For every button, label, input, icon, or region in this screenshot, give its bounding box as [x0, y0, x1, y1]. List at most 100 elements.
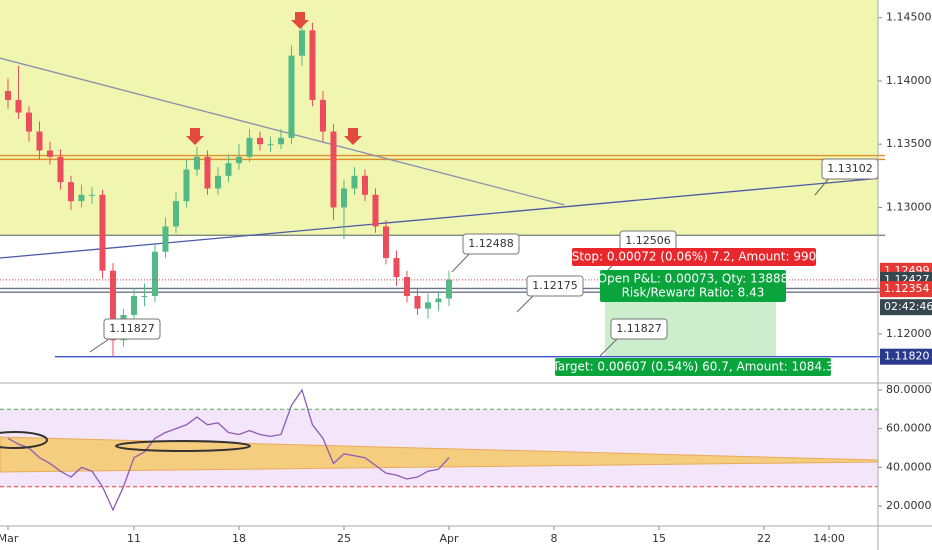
countdown-box	[880, 299, 932, 316]
callout-label: 1.13102	[827, 162, 873, 175]
candle-body	[435, 298, 442, 303]
x-tick-label: 11	[127, 532, 141, 545]
x-tick-label: 15	[652, 532, 666, 545]
callout-box	[462, 233, 520, 255]
callout-box	[103, 318, 161, 340]
callout-label: 1.11827	[109, 322, 155, 335]
x-tick-label: Apr	[439, 532, 459, 545]
pnl-box	[600, 270, 786, 302]
callout-pointer	[814, 176, 831, 196]
candle-body	[193, 156, 200, 170]
candle-body	[403, 277, 410, 296]
candle-body	[162, 226, 169, 252]
candle-body	[25, 112, 32, 132]
y-tick-label: 1.14000	[886, 74, 932, 87]
candle-body	[319, 99, 326, 132]
trend-line	[0, 57, 565, 206]
callout-box	[821, 158, 879, 180]
candle-body	[36, 131, 43, 151]
x-tick-label: 25	[337, 532, 351, 545]
target-label: Target: 0.00607 (0.54%) 60.7, Amount: 10…	[551, 360, 833, 374]
price-pane: 1.14500 1.14000 1.13500 1.13000 1.12000	[0, 0, 932, 358]
candle-body	[88, 194, 95, 196]
marker-arrow	[186, 128, 204, 145]
candle-body	[99, 194, 106, 271]
rsi-line	[7, 388, 450, 512]
y-tick-label: 1.13500	[886, 137, 932, 150]
candle-body	[351, 175, 358, 189]
candle-body	[424, 302, 431, 309]
candle-body	[393, 258, 400, 278]
stop-label: Stop: 0.00072 (0.06%) 7.2, Amount: 990	[572, 250, 817, 264]
candle-body	[141, 295, 148, 297]
trend-line	[0, 177, 879, 259]
callout-label: 1.11827	[616, 322, 662, 335]
risk-reward-label: Risk/Reward Ratio: 8.43	[622, 286, 765, 300]
callout-label: 1.12488	[468, 237, 514, 250]
candle-body	[67, 182, 74, 202]
x-tick-label: 8	[550, 532, 557, 545]
rsi-circle	[0, 431, 48, 449]
candle-body	[130, 295, 137, 315]
candle-body	[172, 201, 179, 227]
callout-box	[610, 318, 668, 340]
rsi-tick-label: 40.0000	[886, 460, 932, 473]
candle-body	[267, 144, 274, 146]
callout-pointer	[516, 293, 536, 313]
price-tag	[880, 348, 932, 365]
candle-body	[361, 175, 368, 195]
price-tag-label: 1.11820	[884, 350, 930, 363]
candle-body	[372, 194, 379, 227]
pnl-label: Open P&L: 0.00073, Qty: 13888	[598, 272, 789, 286]
candle-body	[298, 30, 305, 56]
candle-body	[235, 156, 242, 164]
y-tick-label: 1.12000	[886, 327, 932, 340]
candle-body	[309, 30, 316, 100]
marker-arrow	[291, 12, 309, 29]
countdown: 02:42:46	[884, 300, 932, 313]
rsi-pane: 80.0000 60.0000 40.0000 20.0000 Mar 11 18 25 Apr…	[0, 383, 932, 545]
price-tag	[880, 281, 932, 298]
candle-body	[414, 295, 421, 309]
candle-body	[225, 163, 232, 176]
candle-body	[277, 137, 284, 145]
candle-body	[288, 55, 295, 138]
marker-arrow	[344, 128, 362, 145]
callout-box	[526, 275, 584, 297]
x-tick-label: 22	[757, 532, 771, 545]
stop-label-box	[572, 248, 816, 266]
rsi-tick-label: 60.0000	[886, 422, 932, 435]
callout-label: 1.12175	[532, 279, 578, 292]
candle-body	[204, 156, 211, 189]
candle-body	[109, 270, 116, 341]
candle-body	[4, 91, 11, 100]
candle-body	[246, 137, 253, 157]
candle-body	[214, 175, 221, 189]
candle-body	[78, 194, 85, 202]
candle-body	[151, 251, 158, 296]
callout-pointer	[451, 251, 472, 273]
x-tick-label: Mar	[0, 532, 19, 545]
candle-body	[15, 99, 22, 113]
rsi-tick-label: 80.0000	[886, 383, 932, 396]
candle-body	[340, 188, 347, 208]
price-tag-label: 1.12354	[884, 282, 930, 295]
x-tick-label: 18	[232, 532, 246, 545]
candle-body	[382, 226, 389, 259]
candle-body	[330, 131, 337, 208]
rsi-circle	[115, 440, 251, 452]
callout-pointer	[599, 336, 620, 357]
candle-body	[445, 279, 452, 299]
callout-label: 1.12506	[625, 234, 671, 247]
target-label-box	[555, 358, 831, 376]
candle-body	[183, 169, 190, 202]
x-tick-label: 14:00	[813, 532, 845, 545]
price-zone	[0, 0, 878, 236]
candle-body	[57, 156, 64, 183]
candle-body	[256, 137, 263, 145]
y-tick-label: 1.13000	[886, 200, 932, 213]
overlay: 1.13102 1.12488 1.12175 1.11827 1.11827 1.125…	[89, 158, 932, 376]
rsi-tick-label: 20.0000	[886, 499, 932, 512]
y-tick-label: 1.14500	[886, 11, 932, 24]
